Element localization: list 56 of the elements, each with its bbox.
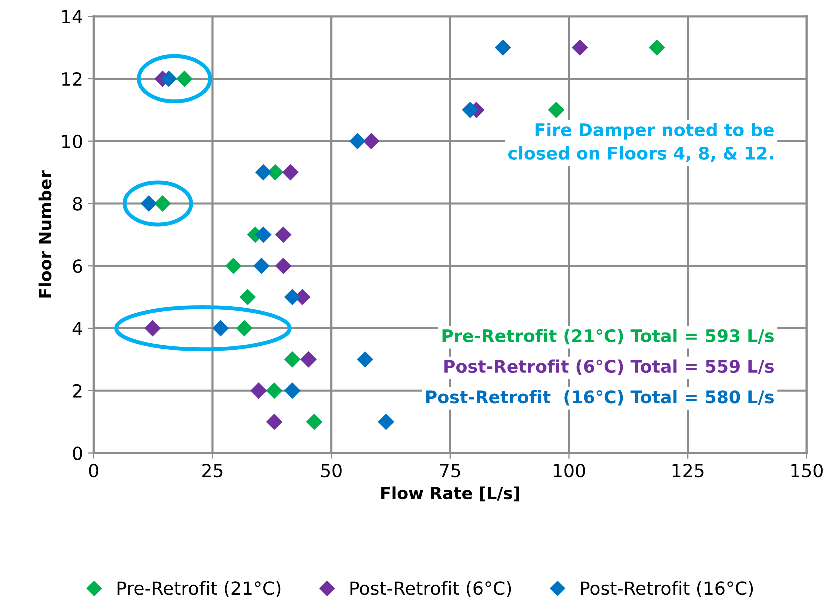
point — [255, 164, 272, 181]
point — [572, 40, 588, 56]
annotation: Post-Retrofit (16°C) Total = 580 L/s — [426, 390, 774, 406]
point — [253, 258, 270, 274]
point — [284, 289, 301, 306]
point — [494, 40, 512, 56]
point — [300, 351, 317, 368]
point — [363, 133, 380, 150]
y-tick-label: 2 — [73, 384, 82, 398]
point — [284, 351, 301, 368]
legend-label: Post-Retrofit (16°C) — [581, 581, 754, 598]
y-tick-label: 12 — [62, 72, 82, 86]
y-tick-label: 14 — [62, 10, 82, 24]
point — [212, 320, 230, 337]
point — [240, 289, 256, 306]
x-tick-label: 0 — [89, 464, 98, 478]
point — [378, 414, 394, 430]
point — [349, 133, 366, 150]
annotation: Fire Damper noted to be closed on Floors 4, 8, & 12. — [508, 123, 774, 162]
point — [306, 414, 323, 430]
x-tick-label: 25 — [202, 464, 223, 478]
point — [154, 196, 172, 212]
annotation: Pre-Retrofit (21°C) Total = 593 L/s — [442, 329, 774, 345]
x-tick-label: 50 — [321, 464, 342, 478]
x-tick-label: 150 — [792, 464, 823, 478]
point — [284, 382, 301, 400]
point — [275, 258, 292, 274]
x-axis-title: Flow Rate [L/s] — [382, 486, 520, 502]
point — [548, 102, 565, 118]
point — [250, 382, 268, 400]
y-tick-label: 0 — [73, 446, 82, 460]
point — [357, 351, 374, 368]
y-tick-label: 8 — [73, 197, 82, 211]
y-tick-label: 10 — [62, 134, 82, 148]
point — [282, 164, 299, 181]
point — [176, 70, 193, 88]
point — [648, 40, 666, 56]
point — [236, 320, 253, 337]
point — [144, 320, 162, 337]
x-tick-label: 75 — [440, 464, 460, 478]
point — [266, 382, 283, 400]
annotation: Post-Retrofit (6°C) Total = 559 L/s — [444, 360, 774, 376]
x-tick-label: 125 — [672, 464, 704, 478]
y-axis-title: Floor Number — [38, 170, 52, 298]
y-tick-label: 4 — [72, 322, 82, 336]
y-tick-label: 6 — [73, 260, 82, 274]
point — [255, 226, 272, 244]
point — [140, 196, 158, 212]
point — [266, 414, 283, 430]
point — [225, 258, 242, 274]
point — [275, 226, 292, 244]
legend-label: Pre-Retrofit (21°C) — [118, 581, 281, 598]
x-tick-label: 100 — [554, 464, 586, 478]
point — [462, 102, 479, 118]
point — [160, 70, 178, 88]
legend-label: Post-Retrofit (6°C) — [350, 581, 512, 598]
